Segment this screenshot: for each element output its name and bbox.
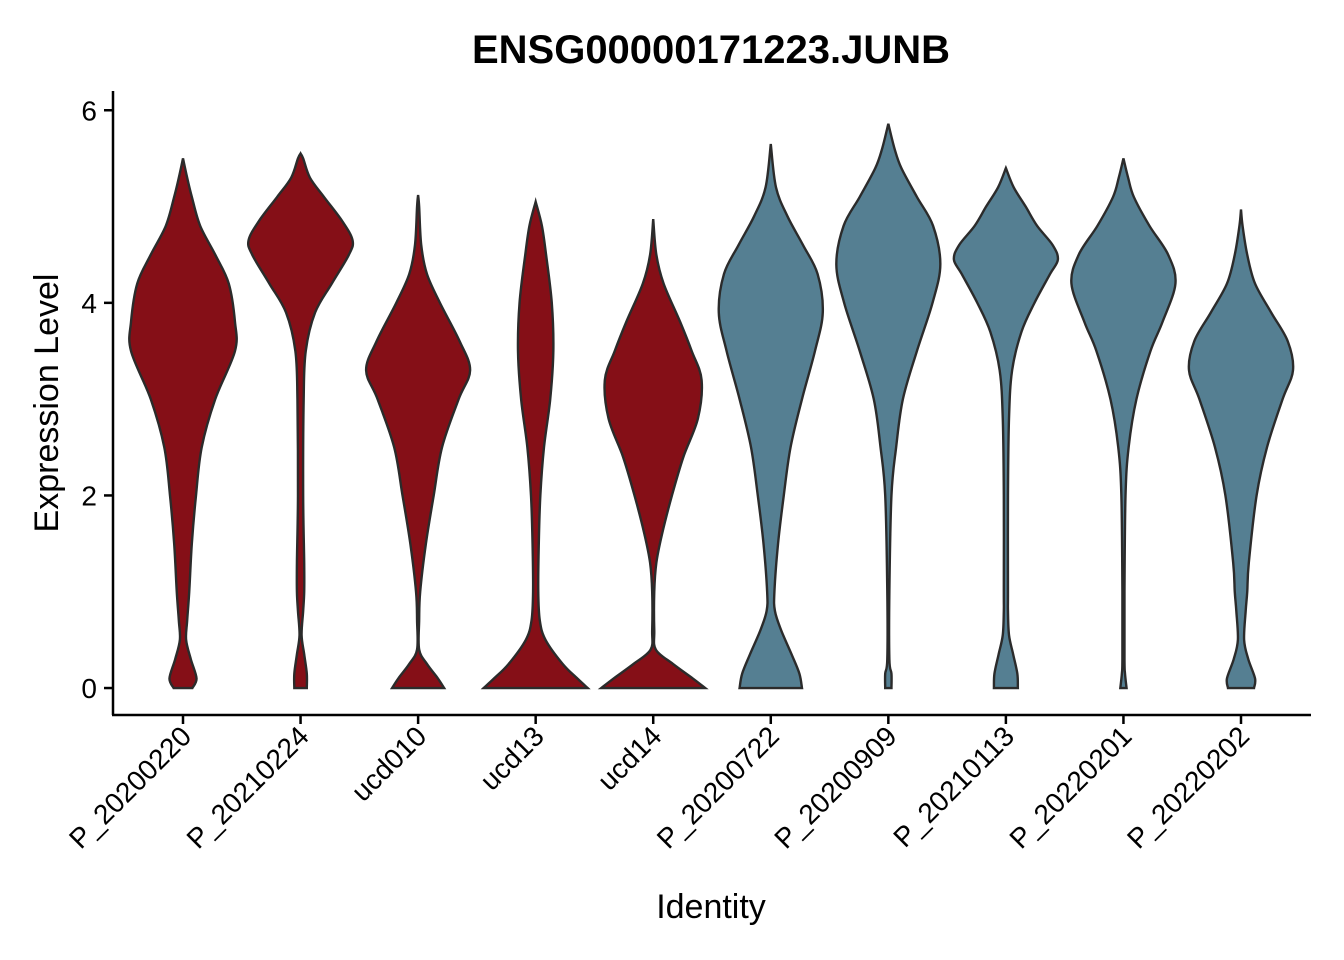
violin-ucd13 bbox=[480, 196, 591, 690]
violin-P_20210113 bbox=[952, 164, 1060, 690]
violins-group bbox=[128, 123, 1295, 690]
y-axis-ticks: 0 2 4 6 bbox=[81, 95, 113, 704]
violin-P_20220202 bbox=[1187, 209, 1295, 690]
y-tick-label-4: 4 bbox=[81, 288, 97, 319]
x-axis-label: Identity bbox=[656, 888, 766, 926]
x-tick-label-ucd13: ucd13 bbox=[474, 720, 550, 796]
x-tick-label-ucd010: ucd010 bbox=[345, 720, 432, 807]
y-tick-label-0: 0 bbox=[81, 673, 97, 704]
violin-P_20200909 bbox=[835, 123, 942, 690]
violin-ucd14 bbox=[597, 218, 709, 690]
violin-P_20200220 bbox=[128, 158, 238, 690]
violin-P_20210224 bbox=[246, 151, 355, 690]
x-tick-label-P_20200220: P_20200220 bbox=[63, 720, 197, 854]
x-tick-label-P_20220201: P_20220201 bbox=[1003, 720, 1137, 854]
x-tick-label-P_20210224: P_20210224 bbox=[181, 720, 315, 854]
y-axis-label: Expression Level bbox=[28, 274, 66, 533]
x-tick-label-P_20210113: P_20210113 bbox=[887, 720, 1020, 853]
chart-title: ENSG00000171223.JUNB bbox=[472, 28, 950, 72]
x-tick-label-P_20220202: P_20220202 bbox=[1121, 720, 1255, 854]
violin-P_20220201 bbox=[1070, 158, 1177, 690]
x-tick-label-P_20200909: P_20200909 bbox=[768, 720, 902, 854]
violin-ucd010 bbox=[364, 194, 472, 690]
violin-P_20200722 bbox=[717, 143, 825, 690]
y-tick-label-6: 6 bbox=[81, 95, 97, 126]
y-tick-label-2: 2 bbox=[81, 480, 97, 511]
x-tick-label-ucd14: ucd14 bbox=[592, 720, 668, 796]
x-tick-label-P_20200722: P_20200722 bbox=[651, 720, 785, 854]
